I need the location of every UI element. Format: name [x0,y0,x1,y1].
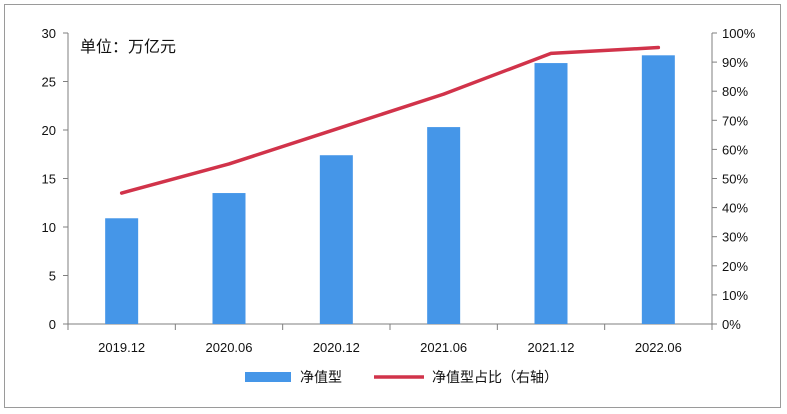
x-axis: 2019.12 2020.06 2020.12 2021.06 2021.12 2022.… [67,323,713,355]
right-tick-label: 100% [722,26,756,41]
bar [319,155,353,324]
x-tick-label: 2021.06 [420,340,467,355]
legend: 净值型 净值型占比（右轴） [245,370,558,386]
legend-label-line: 净值型占比（右轴） [432,370,558,386]
left-tick-label: 5 [49,269,56,284]
bar [534,63,568,324]
line-point [549,51,553,55]
line-series [119,45,661,195]
right-tick-label: 20% [722,259,748,274]
right-tick-label: 70% [722,113,748,128]
line-point [227,162,231,166]
left-tick-label: 20 [42,123,56,138]
right-tick-label: 50% [722,172,748,187]
right-tick-label: 60% [722,142,748,157]
x-tick-label: 2021.12 [528,340,575,355]
right-tick-label: 0% [722,317,741,332]
x-tick-label: 2022.06 [635,340,682,355]
right-axis: 0% 10% 20% 30% 40% 50% 60% 70% 80% 90% 100% [711,26,756,332]
bar-series [105,55,675,325]
line-path [119,45,661,195]
line-point [656,46,660,50]
legend-swatch-bar [245,372,291,382]
bar [641,55,675,325]
unit-label: 单位：万亿元 [80,37,176,56]
bar [427,127,461,324]
right-tick-label: 30% [722,230,748,245]
left-tick-label: 25 [42,75,56,90]
left-tick-label: 10 [42,220,56,235]
left-tick-label: 0 [49,317,56,332]
left-tick-label: 30 [42,26,56,41]
line-point [120,191,124,195]
bar [212,193,246,324]
left-tick-label: 15 [42,172,56,187]
right-tick-label: 80% [722,84,748,99]
x-tick-label: 2020.06 [206,340,253,355]
line-point [442,92,446,96]
legend-label-bar: 净值型 [300,370,342,386]
left-axis: 0 5 10 15 20 25 30 [42,26,69,332]
bar [105,218,139,324]
x-tick-label: 2020.12 [313,340,360,355]
right-tick-label: 40% [722,201,748,216]
x-tick-label: 2019.12 [98,340,145,355]
line-point [334,127,338,131]
right-tick-label: 10% [722,288,748,303]
right-tick-label: 90% [722,55,748,70]
